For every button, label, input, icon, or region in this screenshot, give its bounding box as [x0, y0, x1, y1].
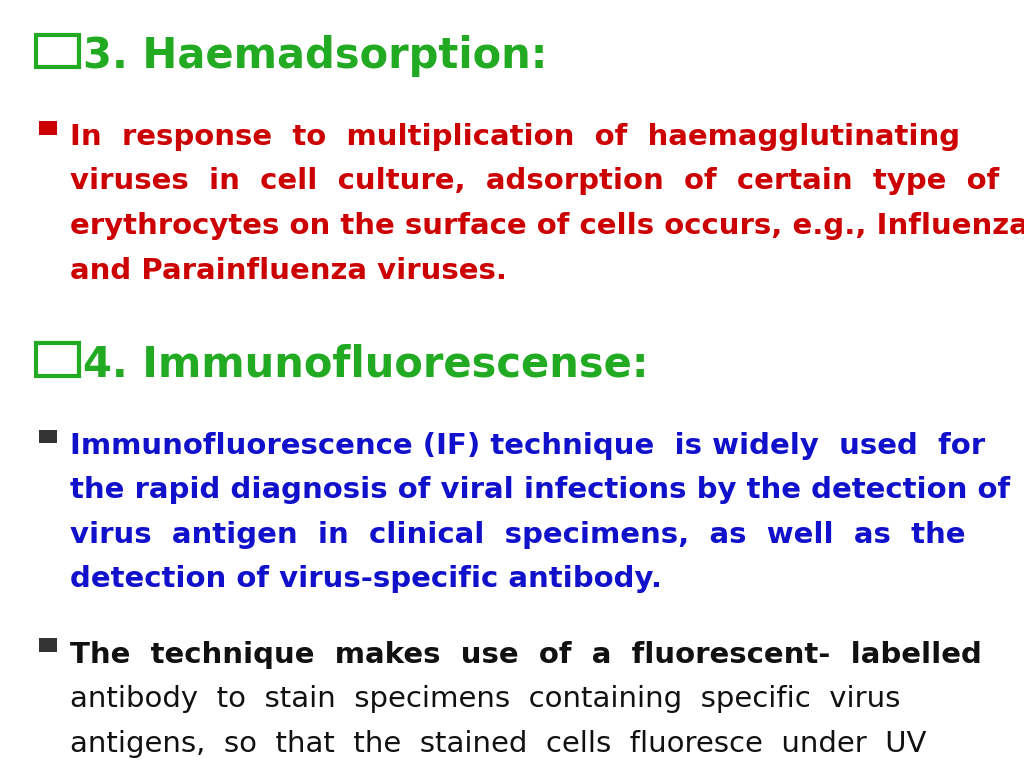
- Text: The  technique  makes  use  of  a  fluorescent-  labelled: The technique makes use of a fluorescent…: [70, 641, 982, 668]
- Bar: [36, 343, 79, 376]
- Text: erythrocytes on the surface of cells occurs, e.g., Influenza: erythrocytes on the surface of cells occ…: [70, 212, 1024, 240]
- Bar: [39, 121, 57, 134]
- Text: detection of virus-specific antibody.: detection of virus-specific antibody.: [70, 565, 662, 593]
- Text: the rapid diagnosis of viral infections by the detection of: the rapid diagnosis of viral infections …: [70, 476, 1010, 504]
- Text: antigens,  so  that  the  stained  cells  fluoresce  under  UV: antigens, so that the stained cells fluo…: [70, 730, 926, 757]
- Text: Immunofluorescence (IF) technique  is widely  used  for: Immunofluorescence (IF) technique is wid…: [70, 432, 985, 459]
- Text: In  response  to  multiplication  of  haemagglutinating: In response to multiplication of haemagg…: [70, 123, 959, 151]
- Text: antibody  to  stain  specimens  containing  specific  virus: antibody to stain specimens containing s…: [70, 685, 900, 713]
- Bar: [39, 429, 57, 443]
- Bar: [39, 638, 57, 652]
- Bar: [36, 35, 79, 67]
- Text: 4. Immunofluorescense:: 4. Immunofluorescense:: [83, 343, 648, 386]
- Text: and Parainfluenza viruses.: and Parainfluenza viruses.: [70, 257, 507, 284]
- Text: virus  antigen  in  clinical  specimens,  as  well  as  the: virus antigen in clinical specimens, as …: [70, 521, 966, 548]
- Text: 3. Haemadsorption:: 3. Haemadsorption:: [83, 35, 547, 77]
- Text: viruses  in  cell  culture,  adsorption  of  certain  type  of: viruses in cell culture, adsorption of c…: [70, 167, 998, 195]
